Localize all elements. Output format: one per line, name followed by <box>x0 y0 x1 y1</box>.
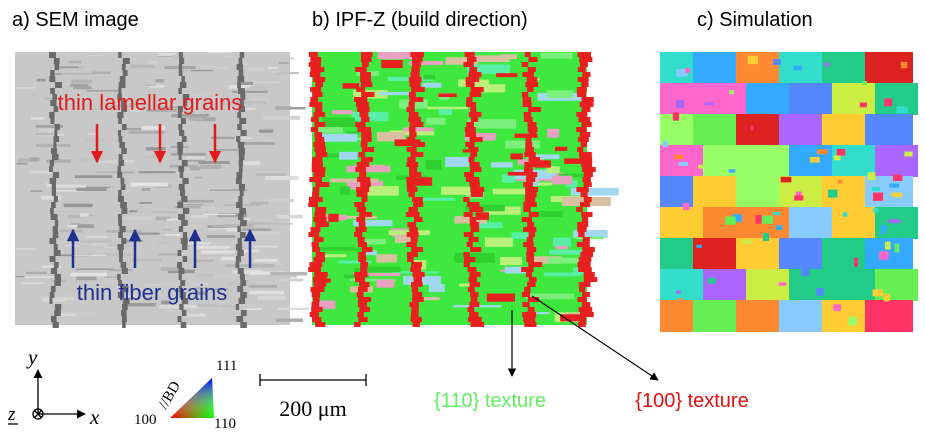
annotation: thin fiber grains <box>77 280 227 305</box>
ipf-label: 110 <box>214 416 236 432</box>
ipf-direction: //BD <box>156 379 185 412</box>
panel-title: a) SEM image <box>12 9 139 31</box>
ipf-label: 100 <box>134 412 157 428</box>
simulation-map <box>660 52 918 332</box>
annotation: thin lamellar grains <box>58 90 243 115</box>
axis-label: x <box>89 405 100 429</box>
scale-label: 200 μm <box>279 396 346 421</box>
ipf-map <box>308 52 619 327</box>
axes-icon <box>8 370 85 424</box>
axis-label: y <box>26 345 38 369</box>
panel-title: b) IPF-Z (build direction) <box>312 9 528 31</box>
ipf-label: 111 <box>216 358 237 374</box>
callout-label: {100} texture <box>635 390 748 412</box>
callout-label: {110} texture <box>434 390 546 412</box>
axis-label: z <box>7 404 16 425</box>
scale-bar <box>260 374 366 386</box>
figure: a) SEM image b) IPF-Z (build direction) … <box>0 0 925 432</box>
panel-title: c) Simulation <box>697 9 813 31</box>
